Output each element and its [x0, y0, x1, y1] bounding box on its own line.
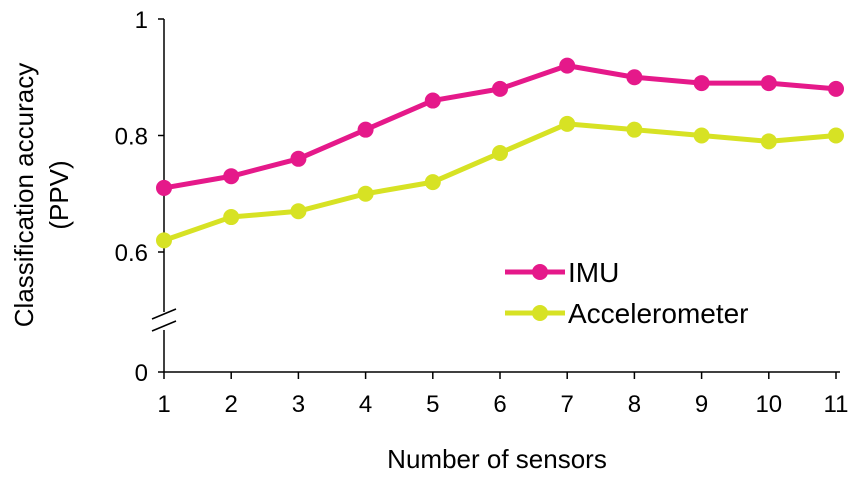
x-tick-label: 4 [359, 391, 372, 418]
axes: 00.60.811 2 3 4 5 6 7 8 9 10 11 [115, 7, 849, 418]
data-point-imu [626, 69, 643, 86]
legend: IMU Accelerometer [505, 257, 749, 329]
legend-label: IMU [568, 257, 619, 288]
data-point-accelerometer [156, 232, 172, 249]
legend-swatch-marker [532, 305, 548, 321]
x-tick-label: 1 [157, 391, 170, 418]
data-point-imu [357, 121, 374, 138]
x-tick-label: 3 [292, 391, 305, 418]
y-axis-break-mark [151, 320, 177, 332]
data-point-imu [424, 92, 441, 109]
axis-titles: Classification accuracy (PPV) Number of … [9, 63, 607, 474]
legend-swatch-marker [532, 264, 548, 280]
y-tick-label: 0 [135, 360, 148, 387]
y-tick-label: 0.6 [115, 240, 148, 267]
series-line-accelerometer [163, 121, 837, 243]
x-tick-label: 5 [426, 391, 439, 418]
y-axis-title-line-1: Classification accuracy [9, 63, 39, 327]
data-point-accelerometer [626, 121, 643, 138]
x-tick-label: 2 [225, 391, 238, 418]
data-point-accelerometer [760, 133, 777, 150]
x-tick-label: 11 [824, 391, 849, 418]
x-axis-title: Number of sensors [387, 444, 607, 474]
data-point-imu [559, 57, 576, 74]
y-axis-title-line-2: (PPV) [44, 160, 74, 229]
y-tick-label: 1 [135, 7, 148, 34]
data-point-accelerometer [559, 115, 576, 132]
data-point-accelerometer [223, 209, 240, 226]
y-axis-break-mark [151, 308, 177, 320]
series-layer [156, 57, 844, 249]
data-point-accelerometer [693, 127, 710, 144]
data-point-imu [828, 80, 844, 97]
data-point-accelerometer [424, 174, 441, 191]
data-point-imu [492, 80, 508, 97]
data-point-accelerometer [828, 127, 844, 144]
x-tick-label: 6 [493, 391, 506, 418]
x-tick-label: 9 [695, 391, 708, 418]
data-point-imu [760, 75, 777, 92]
x-tick-label: 8 [628, 391, 641, 418]
data-point-accelerometer [290, 203, 307, 220]
data-point-accelerometer [492, 144, 508, 161]
legend-label: Accelerometer [568, 298, 749, 329]
data-point-imu [693, 75, 710, 92]
data-point-imu [290, 150, 307, 167]
x-tick-label: 7 [561, 391, 574, 418]
data-point-accelerometer [357, 185, 374, 202]
x-tick-label: 10 [755, 391, 782, 418]
y-tick-label: 0.8 [115, 124, 148, 151]
data-point-imu [223, 168, 240, 185]
data-point-imu [156, 179, 172, 196]
